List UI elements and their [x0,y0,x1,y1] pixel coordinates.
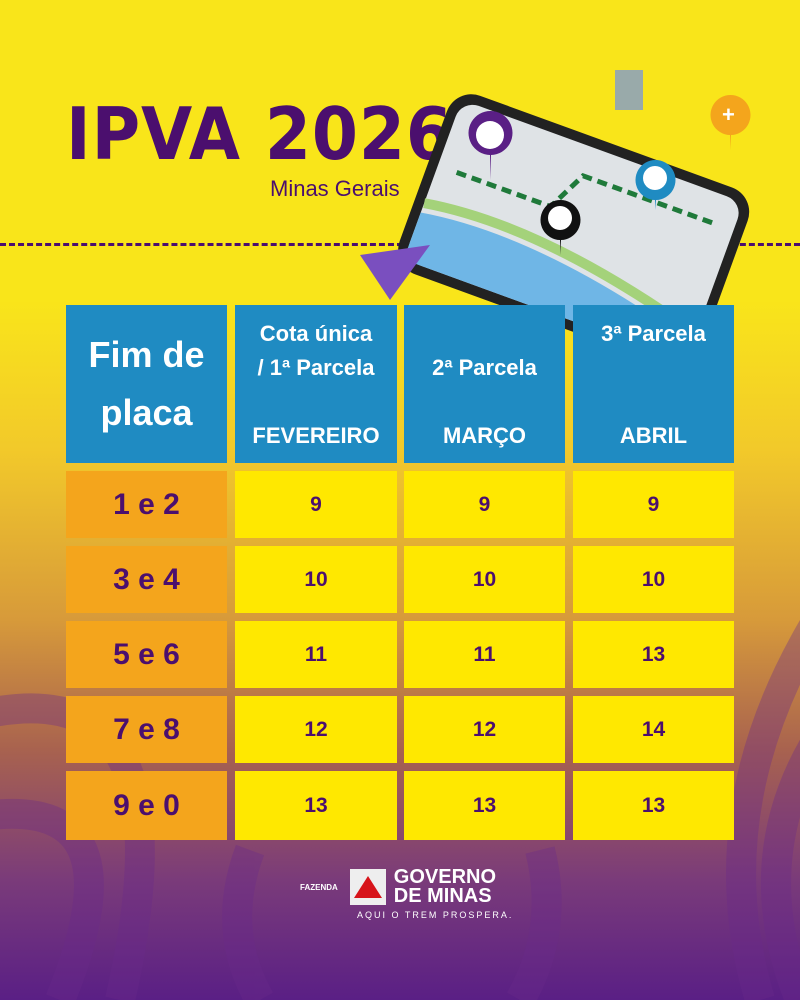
plate-end-label: 3 e 4 [66,546,227,613]
due-day-cell: 10 [573,546,734,613]
airport-pin-icon [635,160,676,210]
due-day-cell: 10 [404,546,565,613]
dept-label: FAZENDA [300,882,338,892]
plate-end-label: 1 e 2 [66,471,227,538]
plate-end-label: 7 e 8 [66,696,227,763]
due-day-cell: 9 [573,471,734,538]
due-day-cell: 14 [573,696,734,763]
col-month: FEVEREIRO [252,423,380,448]
header-plate-end: Fim de placa [66,305,227,463]
brand-line2: DE MINAS [393,885,492,907]
due-day-cell: 13 [573,771,734,840]
col-label: 3ª Parcela [601,321,706,346]
due-day-cell: 9 [235,471,397,538]
svg-text:+: + [722,102,735,127]
due-day-cell: 12 [404,696,565,763]
due-day-cell: 9 [404,471,565,538]
triangle-logo-icon [349,869,386,905]
col-month: ABRIL [619,423,688,448]
building-icon [615,70,643,110]
due-day-cell: 13 [404,771,565,840]
due-day-cell: 13 [573,621,734,688]
due-day-cell: 13 [235,771,397,840]
header-col-2: 2ª Parcela MARÇO [404,305,565,463]
plate-end-label: 5 e 6 [66,621,227,688]
cursor-arrow-icon [360,245,430,300]
due-day-cell: 12 [235,696,397,763]
governo-minas-logo: FAZENDA GOVERNO DE MINAS [300,866,497,907]
school-pin-icon [468,111,513,180]
plate-end-label: 9 e 0 [66,771,227,840]
due-day-cell: 10 [235,546,397,613]
header-col-3: 3ª Parcela ABRIL [573,305,734,463]
police-pin-icon [540,200,581,255]
hospital-pin-icon: + [710,95,751,150]
due-day-cell: 11 [235,621,397,688]
due-day-cell: 11 [404,621,565,688]
header-col-1: Cota única / 1ª Parcela FEVEREIRO [235,305,397,463]
col-label: Cota única / 1ª Parcela [257,321,375,380]
col-month: MARÇO [442,423,527,448]
phone-map-illustration: + [360,70,751,350]
col-label: 2ª Parcela [432,355,537,380]
page-title: IPVA 2026 [66,92,453,176]
page-subtitle: Minas Gerais [270,176,400,201]
slogan: AQUI O TREM PROSPERA. [357,910,514,920]
brand-line1: GOVERNO [393,866,497,888]
